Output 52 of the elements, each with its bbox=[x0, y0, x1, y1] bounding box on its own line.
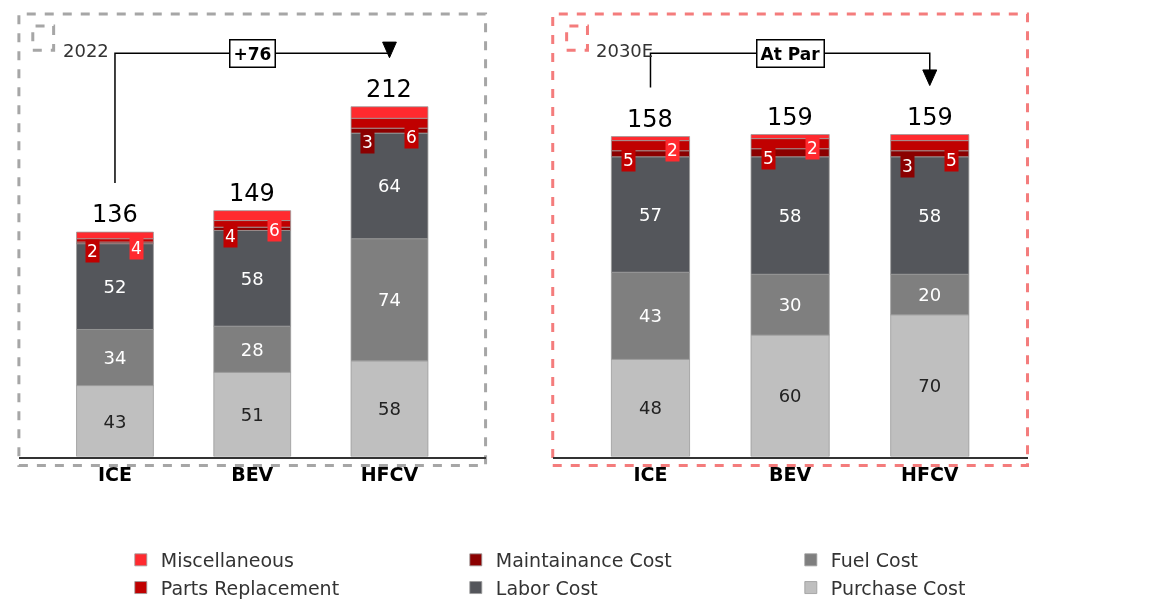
data-label: 5 bbox=[763, 148, 774, 168]
x-tick-label: ICE bbox=[97, 463, 132, 486]
data-label: 51 bbox=[240, 403, 264, 425]
total-label: 159 bbox=[767, 103, 813, 131]
x-tick-label: BEV bbox=[231, 463, 274, 486]
text: 2022 bbox=[63, 40, 109, 61]
total-label: 159 bbox=[907, 103, 953, 131]
text: 2030E bbox=[596, 40, 654, 61]
data-label: 6 bbox=[269, 220, 280, 240]
legend-label: Labor Cost bbox=[495, 576, 598, 599]
data-label: 58 bbox=[378, 398, 401, 420]
data-label: 2 bbox=[667, 140, 678, 160]
data-label: 5 bbox=[623, 150, 634, 170]
legend-label: Purchase Cost bbox=[830, 576, 966, 599]
total-label: 149 bbox=[229, 179, 275, 207]
x-tick-label: ICE bbox=[633, 463, 668, 486]
data-label: 6 bbox=[406, 127, 417, 147]
data-label: 52 bbox=[103, 276, 127, 298]
data-label: 43 bbox=[103, 410, 127, 432]
data-label: 58 bbox=[918, 205, 942, 227]
total-label: 212 bbox=[366, 75, 412, 103]
data-label: 3 bbox=[362, 132, 373, 152]
legend-label: Parts Replacement bbox=[160, 576, 340, 599]
data-label: 58 bbox=[778, 205, 802, 227]
data-label: 70 bbox=[918, 375, 942, 397]
x-tick-label: BEV bbox=[769, 463, 812, 486]
total-label: 136 bbox=[92, 200, 138, 228]
annotation: +76 bbox=[233, 43, 272, 64]
data-label: 28 bbox=[240, 338, 264, 360]
data-label: 30 bbox=[778, 294, 802, 316]
legend-label: Maintainance Cost bbox=[495, 549, 672, 572]
data-label: 4 bbox=[225, 226, 236, 246]
data-label: 57 bbox=[639, 204, 662, 226]
x-tick-label: HFCV bbox=[360, 463, 419, 486]
x-tick-label: HFCV bbox=[901, 463, 959, 486]
legend-label: Fuel Cost bbox=[830, 549, 918, 572]
data-label: 2 bbox=[87, 241, 98, 261]
data-label: 58 bbox=[240, 267, 264, 289]
data-label: 34 bbox=[103, 347, 127, 368]
data-label: 60 bbox=[778, 385, 802, 407]
data-label: 43 bbox=[639, 305, 662, 327]
total-label: 158 bbox=[627, 105, 673, 133]
legend-label: Miscellaneous bbox=[160, 549, 295, 572]
data-label: 2 bbox=[807, 138, 818, 158]
data-label: 20 bbox=[918, 284, 942, 306]
data-label: 64 bbox=[378, 175, 401, 197]
annotation: At Par bbox=[760, 43, 821, 64]
data-label: 3 bbox=[902, 156, 913, 176]
data-label: 48 bbox=[639, 397, 662, 419]
data-label: 4 bbox=[131, 238, 142, 258]
data-label: 5 bbox=[946, 150, 957, 170]
data-label: 74 bbox=[378, 289, 401, 311]
